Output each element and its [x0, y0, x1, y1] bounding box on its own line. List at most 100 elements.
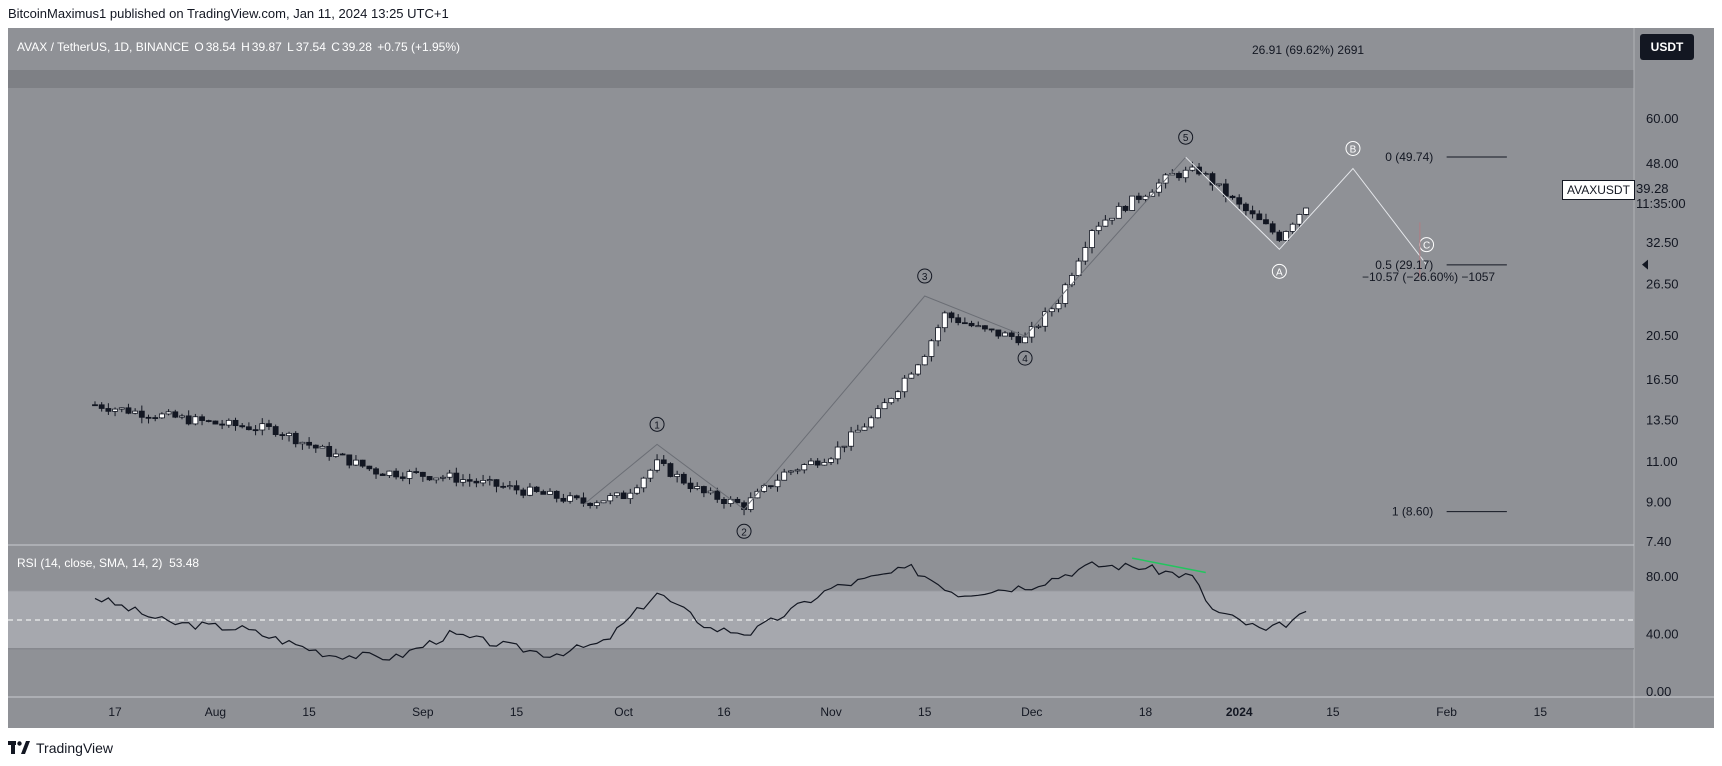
candle	[1089, 230, 1095, 248]
candle	[306, 441, 313, 446]
candle	[1202, 173, 1209, 175]
candle	[520, 489, 527, 496]
candle	[332, 453, 339, 457]
candle	[834, 446, 841, 460]
candle	[112, 408, 118, 412]
close-label: C	[331, 40, 340, 54]
candle	[593, 502, 600, 506]
candle	[1236, 197, 1243, 205]
time-tick-label: Feb	[1436, 705, 1457, 719]
open-value: 38.54	[205, 40, 236, 54]
wave-label-3: 3	[922, 272, 928, 283]
candle	[1048, 308, 1055, 313]
candle	[1142, 195, 1149, 200]
price-tick-label: 16.50	[1646, 372, 1679, 387]
candle	[1276, 231, 1283, 241]
candle	[1169, 172, 1176, 176]
candle	[794, 469, 801, 472]
candle	[493, 479, 500, 487]
candle	[346, 454, 353, 466]
candle	[172, 411, 179, 418]
candle	[848, 431, 855, 447]
candle	[480, 480, 486, 484]
close-value: 39.28	[341, 40, 372, 54]
candle	[814, 460, 821, 466]
chart-top-band	[8, 70, 1634, 88]
candle	[540, 491, 547, 495]
candle	[881, 402, 888, 410]
candle	[714, 490, 721, 500]
corrective-projection-line	[1185, 156, 1427, 265]
symbol-legend: AVAX / TetherUS, 1D, BINANCE O 38.54 H 39.…	[17, 40, 462, 54]
current-price: 39.28	[1636, 181, 1669, 196]
symbol-name: AVAX / TetherUS, 1D, BINANCE	[17, 40, 190, 54]
wave-label-5: 5	[1183, 133, 1189, 144]
footer-brand: TradingView	[8, 740, 113, 756]
time-tick-label: 15	[1534, 705, 1548, 719]
candle	[767, 485, 774, 488]
candle	[118, 407, 125, 410]
time-tick-label: 15	[1326, 705, 1340, 719]
candle	[279, 434, 286, 437]
low-label: L	[287, 40, 294, 54]
fib-level-label: 1 (8.60)	[1392, 505, 1433, 519]
rsi-legend: RSI (14, close, SMA, 14, 2) 53.48	[17, 556, 199, 570]
candle	[915, 364, 921, 375]
candle	[179, 415, 185, 418]
symbol-tag: AVAXUSDT	[1562, 180, 1635, 200]
candle	[634, 487, 640, 494]
candle	[1102, 219, 1109, 227]
candle	[453, 472, 460, 483]
candle	[1042, 311, 1049, 327]
rsi-divergence-line	[1132, 557, 1206, 574]
wave-label-B: B	[1350, 144, 1357, 155]
impulse-wave-line	[583, 156, 1187, 510]
candle	[299, 441, 306, 445]
candle	[105, 408, 112, 412]
price-tick-label: 26.50	[1646, 276, 1679, 291]
candle	[901, 377, 908, 393]
candle	[286, 432, 292, 437]
change-value: +0.75 (+1.95%)	[377, 40, 461, 54]
candle	[292, 432, 299, 445]
candle	[393, 470, 399, 478]
candle	[506, 485, 513, 488]
candle	[185, 415, 192, 425]
currency-button[interactable]: USDT	[1640, 34, 1694, 60]
candle	[145, 416, 152, 419]
candle	[386, 470, 393, 476]
footer-brand-text: TradingView	[36, 740, 114, 756]
high-value: 39.87	[251, 40, 282, 54]
candle	[935, 327, 941, 342]
candle	[607, 495, 614, 502]
candle	[667, 463, 674, 477]
time-tick-label: Aug	[205, 705, 226, 719]
candle	[928, 340, 935, 357]
price-tick-label: 7.40	[1646, 534, 1671, 549]
candle	[98, 404, 105, 409]
candle	[975, 325, 982, 328]
candle	[426, 476, 433, 481]
candle	[774, 479, 781, 488]
time-tick-label: Sep	[412, 705, 434, 719]
candle	[232, 419, 239, 427]
candle	[473, 480, 480, 484]
current-price-label: 39.28 11:35:00	[1636, 181, 1686, 211]
candle	[707, 490, 714, 494]
price-tick-label: 9.00	[1646, 494, 1671, 509]
candle	[359, 459, 366, 467]
fib-level-label: 0 (49.74)	[1385, 150, 1433, 164]
candle	[1256, 213, 1263, 221]
candle	[533, 486, 540, 492]
wave-label-A: A	[1276, 267, 1283, 278]
candle	[1095, 225, 1102, 232]
candle	[1002, 332, 1008, 337]
candle	[1069, 275, 1075, 286]
candle	[1243, 203, 1249, 212]
candle	[513, 485, 520, 491]
candle	[446, 472, 453, 478]
time-tick-label: 2024	[1226, 705, 1253, 719]
wave-label-C: C	[1423, 241, 1430, 252]
candle	[587, 502, 594, 506]
